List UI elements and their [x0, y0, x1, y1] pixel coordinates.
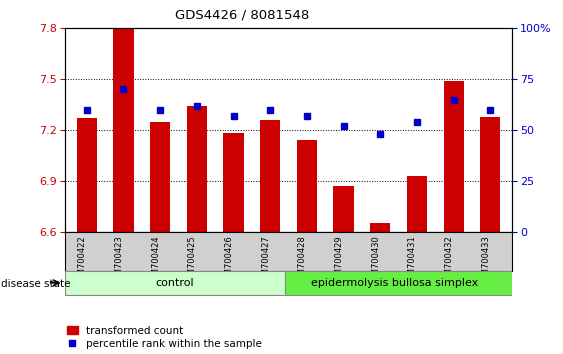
Bar — [224, 133, 244, 232]
Text: GSM700431: GSM700431 — [408, 235, 417, 286]
Text: GSM700433: GSM700433 — [481, 235, 490, 286]
Text: GSM700423: GSM700423 — [114, 235, 123, 286]
Bar — [297, 140, 317, 232]
Text: disease state: disease state — [1, 279, 70, 289]
Legend: transformed count, percentile rank within the sample: transformed count, percentile rank withi… — [67, 326, 262, 349]
Bar — [333, 186, 354, 232]
Bar — [444, 81, 464, 232]
Text: epidermolysis bullosa simplex: epidermolysis bullosa simplex — [311, 278, 479, 288]
Bar — [285, 271, 512, 295]
Bar — [77, 118, 97, 232]
Text: GSM700422: GSM700422 — [78, 235, 87, 286]
Text: GSM700427: GSM700427 — [261, 235, 270, 286]
Bar — [260, 120, 280, 232]
Bar — [150, 122, 170, 232]
Bar — [370, 223, 390, 232]
Text: GSM700432: GSM700432 — [445, 235, 454, 286]
Bar — [187, 106, 207, 232]
Text: GSM700429: GSM700429 — [334, 235, 343, 286]
Bar — [65, 271, 285, 295]
Text: GSM700424: GSM700424 — [151, 235, 160, 286]
Text: GDS4426 / 8081548: GDS4426 / 8081548 — [175, 9, 309, 22]
Text: GSM700425: GSM700425 — [188, 235, 197, 286]
Bar — [407, 176, 427, 232]
Text: GSM700430: GSM700430 — [371, 235, 380, 286]
Text: GSM700428: GSM700428 — [298, 235, 307, 286]
Text: control: control — [155, 278, 194, 288]
Text: GSM700426: GSM700426 — [225, 235, 234, 286]
Bar — [480, 116, 501, 232]
Bar — [113, 28, 133, 232]
